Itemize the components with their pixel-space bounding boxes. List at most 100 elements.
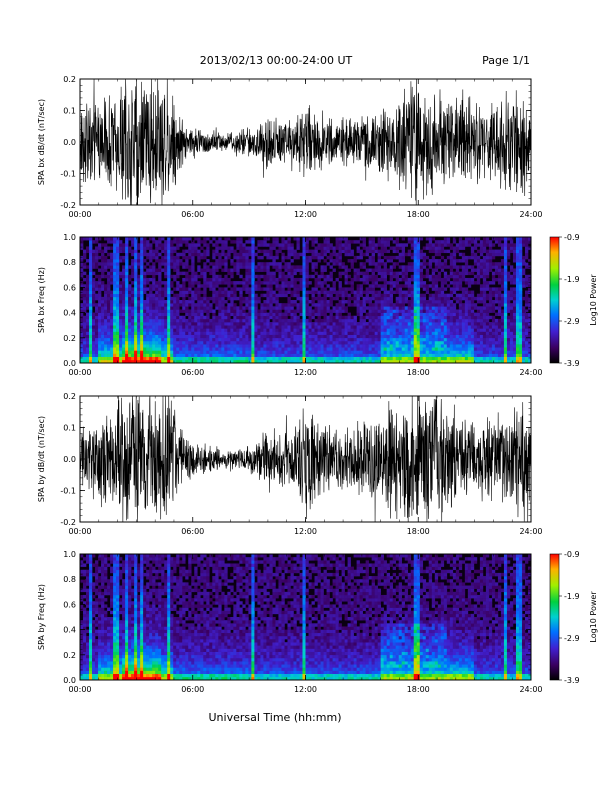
spectrogram-cell	[188, 350, 191, 353]
spectrogram-cell	[348, 313, 351, 316]
spectrogram-cell	[119, 335, 122, 338]
spectrogram-cell	[441, 300, 444, 303]
spectrogram-cell	[477, 335, 480, 338]
spectrogram-cell	[348, 354, 351, 357]
spectrogram-cell	[444, 328, 447, 331]
spectrogram-cell	[327, 350, 330, 353]
spectrogram-cell	[414, 354, 417, 357]
spectrogram-cell	[266, 243, 269, 246]
spectrogram-cell	[257, 309, 260, 312]
spectrogram-cell	[275, 287, 278, 290]
spectrogram-cell	[384, 338, 387, 341]
spectrogram-cell	[306, 309, 309, 312]
spectrogram-cell	[98, 335, 101, 338]
spectrogram-cell	[98, 350, 101, 353]
spectrogram-cell	[236, 319, 239, 322]
spectrogram-cell	[110, 240, 113, 243]
spectrogram-cell	[230, 357, 233, 360]
spectrogram-cell	[242, 325, 245, 328]
spectrogram-cell	[128, 322, 131, 325]
spectrogram-cell	[483, 341, 486, 344]
spectrogram-cell	[83, 253, 86, 256]
spectrogram-cell	[236, 354, 239, 357]
spectrogram-cell	[318, 338, 321, 341]
spectrogram-cell	[471, 281, 474, 284]
spectrogram-cell	[182, 303, 185, 306]
spectrogram-cell	[486, 284, 489, 287]
spectrogram-cell	[275, 237, 278, 240]
spectrogram-cell	[384, 322, 387, 325]
spectrogram-cell	[161, 322, 164, 325]
spectrogram-cell	[399, 325, 402, 328]
spectrogram-cell	[465, 281, 468, 284]
spectrogram-cell	[263, 300, 266, 303]
spectrogram-cell	[426, 291, 429, 294]
spectrogram-cell	[468, 325, 471, 328]
spectrogram-cell	[438, 322, 441, 325]
spectrogram-cell	[336, 306, 339, 309]
spectrogram-cell	[227, 250, 230, 253]
spectrogram-cell	[369, 306, 372, 309]
spectrogram-cell	[432, 259, 435, 262]
spectrogram-cell	[161, 354, 164, 357]
spectrogram-cell	[339, 250, 342, 253]
spectrogram-cell	[278, 278, 281, 281]
spectrogram-cell	[215, 332, 218, 335]
spectrogram-cell	[381, 284, 384, 287]
spectrogram-cell	[360, 328, 363, 331]
spectrogram-cell	[293, 328, 296, 331]
spectrogram-cell	[263, 287, 266, 290]
spectrogram-cell	[384, 335, 387, 338]
spectrogram-cell	[345, 287, 348, 290]
spectrogram-cell	[441, 325, 444, 328]
spectrogram-cell	[339, 344, 342, 347]
spectrogram-cell	[83, 338, 86, 341]
spectrogram-cell	[408, 281, 411, 284]
spectrogram-cell	[98, 243, 101, 246]
spectrogram-cell	[116, 294, 119, 297]
spectrogram-cell	[501, 253, 504, 256]
spectrogram-cell	[116, 322, 119, 325]
spectrogram-cell	[86, 291, 89, 294]
spectrogram-cell	[417, 347, 420, 350]
spectrogram-cell	[423, 350, 426, 353]
spectrogram-cell	[173, 246, 176, 249]
spectrogram-cell	[402, 269, 405, 272]
spectrogram-cell	[429, 350, 432, 353]
spectrogram-cell	[92, 265, 95, 268]
spectrogram-cell	[197, 306, 200, 309]
spectrogram-cell	[318, 275, 321, 278]
spectrogram-cell	[465, 354, 468, 357]
spectrogram-cell	[489, 250, 492, 253]
spectrogram-cell	[423, 316, 426, 319]
spectrogram-cell	[299, 313, 302, 316]
spectrogram-cell	[483, 262, 486, 265]
spectrogram-cell	[299, 357, 302, 360]
spectrogram-cell	[104, 313, 107, 316]
spectrogram-cell	[480, 246, 483, 249]
spectrogram-cell	[269, 338, 272, 341]
spectrogram-cell	[465, 344, 468, 347]
spectrogram-cell	[438, 253, 441, 256]
spectrogram-cell	[275, 325, 278, 328]
spectrogram-cell	[360, 335, 363, 338]
spectrogram-cell	[438, 319, 441, 322]
spectrogram-cell	[378, 294, 381, 297]
spectrogram-cell	[128, 350, 131, 353]
spectrogram-cell	[158, 294, 161, 297]
spectrogram-cell	[269, 294, 272, 297]
spectrogram-cell	[357, 322, 360, 325]
spectrogram-cell	[224, 259, 227, 262]
spectrogram-cell	[272, 335, 275, 338]
spectrogram-cell	[221, 309, 224, 312]
spectrogram-cell	[227, 294, 230, 297]
spectrogram-cell	[293, 325, 296, 328]
spectrogram-cell	[324, 253, 327, 256]
spectrogram-cell	[239, 316, 242, 319]
spectrogram-cell	[507, 322, 510, 325]
spectrogram-cell	[269, 335, 272, 338]
spectrogram-cell	[185, 303, 188, 306]
spectrogram-cell	[113, 262, 116, 265]
spectrogram-cell	[101, 303, 104, 306]
spectrogram-cell	[155, 309, 158, 312]
